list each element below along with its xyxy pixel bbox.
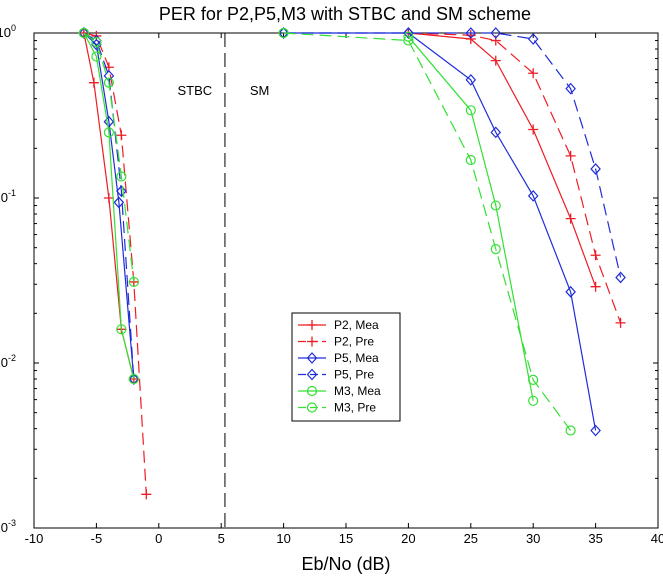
- data-point-plus: [565, 213, 576, 224]
- x-tick-label: 15: [339, 531, 353, 546]
- x-tick-label: 35: [588, 531, 602, 546]
- data-point-circle: [91, 51, 102, 62]
- data-point-circle: [78, 27, 90, 39]
- x-tick-label: 30: [526, 531, 540, 546]
- x-tick-label: 5: [218, 531, 225, 546]
- data-point-diamond: [113, 196, 125, 209]
- legend-label: P5, Pre: [334, 368, 374, 382]
- data-point-diamond: [527, 33, 539, 45]
- data-point-plus: [116, 130, 127, 141]
- data-point-circle: [528, 395, 539, 406]
- y-tick-label: 100: [0, 23, 16, 40]
- data-point-plus: [141, 489, 152, 500]
- y-tick-label: 10-3: [0, 518, 16, 535]
- data-point-circle: [465, 154, 476, 166]
- series-line: [283, 32, 622, 278]
- legend-item: P2, Pre: [298, 335, 374, 349]
- x-tick-label: 20: [401, 531, 415, 546]
- data-point-diamond: [565, 82, 576, 95]
- data-point-diamond: [306, 368, 318, 381]
- data-point-plus: [615, 317, 626, 328]
- series-m3-mea: [78, 27, 539, 406]
- data-point-plus: [565, 150, 576, 161]
- series-line: [408, 32, 597, 287]
- data-point-circle: [465, 105, 476, 116]
- data-point-circle: [306, 385, 318, 397]
- annotation-stbc: STBC: [178, 83, 213, 98]
- legend-item: M3, Pre: [298, 401, 376, 415]
- data-point-circle: [128, 276, 139, 288]
- data-point-circle: [490, 244, 501, 255]
- data-point-plus: [490, 55, 501, 66]
- chart-title: PER for P2,P5,M3 with STBC and SM scheme: [159, 4, 531, 24]
- data-point-circle: [528, 374, 539, 385]
- data-point-diamond: [490, 27, 502, 39]
- y-tick-label: 10-2: [0, 353, 16, 370]
- data-point-diamond: [527, 189, 539, 202]
- series-line: [283, 32, 572, 431]
- data-point-diamond: [116, 185, 127, 198]
- legend-label: P2, Mea: [334, 318, 379, 332]
- data-point-plus: [103, 193, 114, 203]
- x-tick-label: -10: [25, 531, 44, 546]
- data-point-diamond: [103, 115, 115, 128]
- data-point-circle: [565, 425, 576, 436]
- legend-label: P5, Mea: [334, 351, 379, 365]
- data-point-diamond: [615, 271, 626, 284]
- data-point-circle: [128, 373, 139, 385]
- data-point-circle: [403, 35, 414, 46]
- series-line: [407, 36, 534, 401]
- annotation-sm: SM: [250, 83, 269, 98]
- legend-label: M3, Pre: [334, 401, 376, 415]
- data-point-diamond: [465, 73, 477, 86]
- data-point-circle: [403, 31, 414, 42]
- data-point-diamond: [465, 27, 477, 39]
- data-point-diamond: [490, 126, 502, 139]
- x-axis-title: Eb/No (dB): [301, 554, 390, 574]
- data-point-diamond: [306, 352, 318, 364]
- data-point-plus: [590, 250, 601, 261]
- series-line: [283, 32, 597, 431]
- x-tick-label: 0: [155, 531, 162, 546]
- series-line: [83, 32, 135, 380]
- data-point-circle: [116, 171, 127, 182]
- data-point-circle: [306, 402, 318, 413]
- legend-label: M3, Mea: [334, 384, 381, 398]
- y-tick-label: 10-1: [0, 188, 16, 205]
- series-p5-pre: [78, 27, 626, 385]
- data-point-circle: [278, 27, 289, 39]
- data-point-circle: [91, 37, 102, 48]
- data-point-circle: [103, 77, 114, 88]
- data-point-circle: [103, 127, 114, 138]
- data-point-diamond: [590, 163, 601, 175]
- x-tick-label: 10: [276, 531, 290, 546]
- legend-label: P2, Pre: [334, 335, 374, 349]
- legend-item: P2, Mea: [298, 318, 379, 332]
- data-point-plus: [528, 124, 539, 135]
- data-point-diamond: [565, 285, 576, 298]
- x-tick-label: -5: [91, 531, 103, 546]
- data-point-plus: [307, 336, 317, 347]
- data-point-diamond: [403, 27, 414, 39]
- series-m3-pre: [78, 27, 576, 436]
- series-line: [83, 32, 135, 380]
- data-point-plus: [307, 320, 317, 330]
- data-point-diamond: [590, 424, 601, 437]
- data-point-plus: [528, 68, 539, 79]
- legend-item: P5, Pre: [298, 368, 374, 382]
- legend-item: M3, Mea: [298, 384, 381, 398]
- legend-item: P5, Mea: [298, 351, 379, 365]
- data-point-circle: [116, 324, 127, 335]
- x-tick-label: 40: [651, 531, 663, 546]
- data-point-plus: [590, 281, 601, 292]
- x-tick-label: 25: [464, 531, 478, 546]
- series-line: [83, 32, 135, 282]
- data-point-plus: [88, 77, 99, 88]
- data-point-circle: [490, 200, 501, 211]
